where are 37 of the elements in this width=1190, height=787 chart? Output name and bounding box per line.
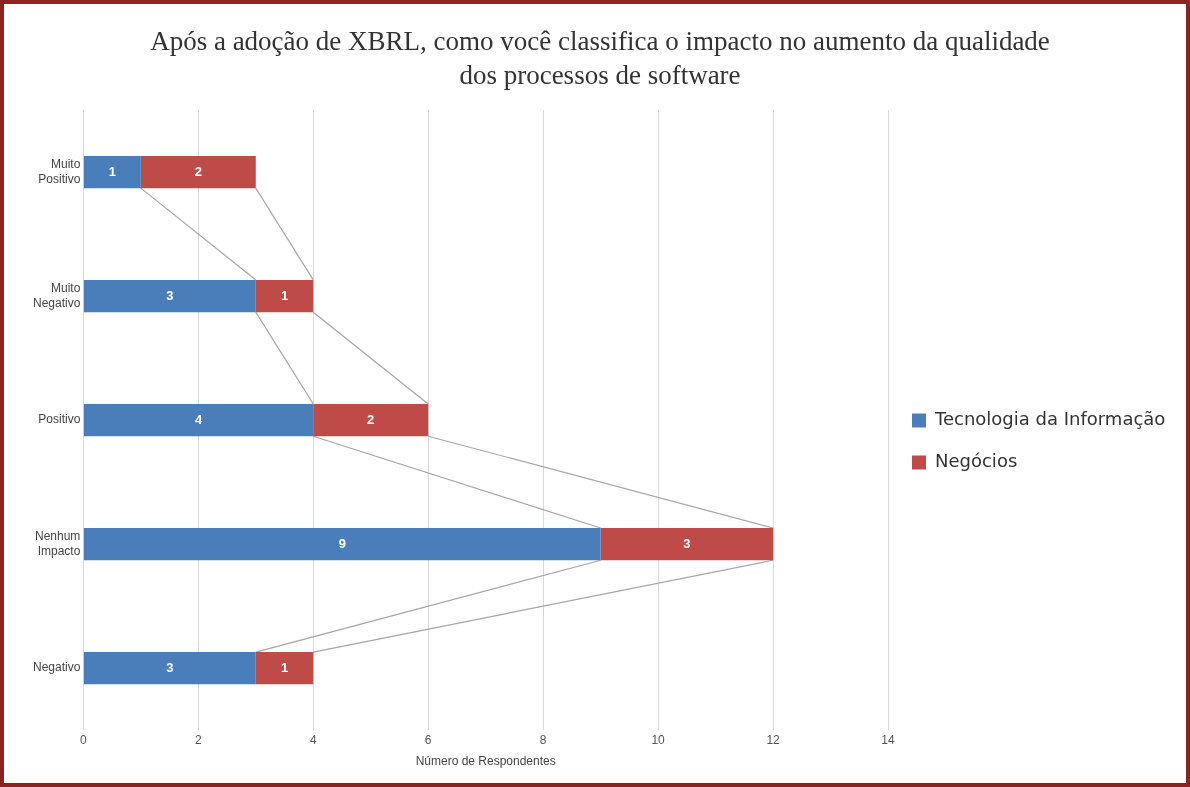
x-tick-label: 10 [651,732,666,747]
data-label: 3 [166,287,174,303]
data-label: 2 [367,411,375,427]
data-label: 9 [338,535,346,551]
bar [600,528,774,561]
y-tick-label: Muito Negativo [32,281,81,310]
y-tick-label: Positivo [38,412,81,427]
data-label: 2 [194,163,202,179]
bar [313,403,429,437]
data-label: 3 [683,535,691,551]
y-tick-label: Nenhum Impacto [35,529,81,558]
y-tick-label: Muito Positivo [38,157,81,186]
legend-label: Negócios [935,450,1018,472]
bar [83,279,256,313]
x-tick-label: 6 [424,732,432,747]
bar [140,155,256,189]
x-tick-label: 12 [766,732,781,747]
x-tick-label: 8 [539,732,547,747]
data-label: 4 [194,411,203,427]
bar [83,155,141,189]
chart-title: Após a adoção de XBRL, como você classifica o impacto no aumento da qualidade dos processos de software [150,25,1050,92]
x-tick-label: 4 [309,732,317,747]
x-tick-label: 2 [194,732,202,747]
legend-label: Tecnologia da Informação [934,408,1166,430]
bar [255,279,314,313]
data-label: 1 [108,163,116,179]
x-tick-label: 0 [80,732,88,747]
bar [83,528,601,561]
x-axis-title: Número de Respondentes [415,754,556,769]
y-tick-label: Negativo [32,660,81,675]
bar [83,403,314,437]
x-tick-label: 14 [881,732,895,747]
data-label: 1 [280,659,289,675]
data-label: 3 [166,659,174,675]
bar [83,652,256,685]
bar [255,652,314,685]
data-label: 1 [280,287,289,303]
